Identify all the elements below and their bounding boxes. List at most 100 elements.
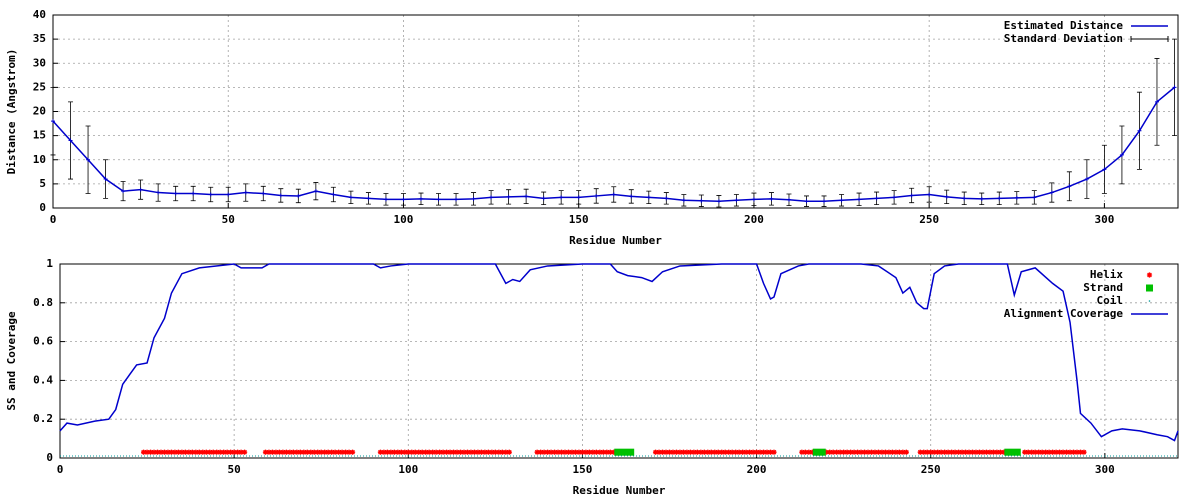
y-axis-label: Distance (Angstrom) bbox=[5, 49, 18, 175]
point-marker bbox=[611, 192, 616, 197]
point-marker bbox=[121, 189, 126, 194]
point-marker bbox=[86, 157, 91, 162]
point-marker bbox=[506, 194, 511, 199]
point-marker bbox=[296, 193, 301, 198]
point-marker bbox=[261, 191, 266, 196]
plot-frame bbox=[59, 263, 1179, 459]
x-tick-label: 200 bbox=[747, 463, 767, 476]
point-marker bbox=[734, 198, 739, 203]
y-tick-label: 25 bbox=[33, 80, 46, 93]
y-tick-label: 15 bbox=[33, 129, 46, 142]
point-marker bbox=[1172, 85, 1177, 90]
point-marker bbox=[646, 195, 651, 200]
point-marker bbox=[471, 196, 476, 201]
y-tick-label: 0 bbox=[46, 451, 53, 464]
point-marker bbox=[1119, 152, 1124, 157]
point-marker bbox=[857, 197, 862, 202]
point-marker bbox=[962, 196, 967, 201]
strand-segment bbox=[614, 448, 635, 456]
legend-swatch bbox=[1146, 284, 1153, 292]
point-marker bbox=[191, 191, 196, 196]
point-marker bbox=[138, 187, 143, 192]
point-marker bbox=[751, 197, 756, 202]
point-marker bbox=[681, 198, 686, 203]
point-marker bbox=[313, 189, 318, 194]
helix-segment bbox=[140, 449, 248, 455]
y-tick-label: 5 bbox=[39, 177, 46, 190]
legend-label: Helix bbox=[1090, 268, 1123, 281]
y-tick-label: 0.2 bbox=[33, 412, 53, 425]
point-marker bbox=[454, 197, 459, 202]
point-marker bbox=[1102, 167, 1107, 172]
point-marker bbox=[103, 177, 108, 182]
point-marker bbox=[874, 196, 879, 201]
x-axis-label: Residue Number bbox=[573, 484, 666, 497]
legend-label: Standard Deviation bbox=[1004, 32, 1123, 45]
point-marker bbox=[944, 194, 949, 199]
point-marker bbox=[804, 199, 809, 204]
helix-segment bbox=[652, 449, 777, 455]
point-marker bbox=[51, 119, 55, 124]
x-tick-label: 50 bbox=[222, 213, 235, 226]
point-marker bbox=[418, 196, 423, 201]
y-tick-label: 10 bbox=[33, 153, 46, 166]
x-tick-label: 250 bbox=[921, 463, 941, 476]
point-marker bbox=[839, 198, 844, 203]
strand-segment bbox=[1004, 448, 1021, 456]
point-marker bbox=[892, 195, 897, 200]
point-marker bbox=[331, 192, 336, 197]
x-tick-label: 50 bbox=[228, 463, 241, 476]
point-marker bbox=[226, 192, 231, 197]
point-marker bbox=[208, 192, 213, 197]
y-axis-label: SS and Coverage bbox=[5, 311, 18, 411]
point-marker bbox=[173, 191, 178, 196]
point-marker bbox=[979, 196, 984, 201]
point-marker bbox=[243, 190, 248, 195]
plot: 0 5 10 15 20 25 30 35 40 0 50 100 150 200 250 300 Residu… bbox=[5, 8, 1179, 247]
point-marker bbox=[559, 195, 564, 200]
point-marker bbox=[786, 197, 791, 202]
point-marker bbox=[1137, 128, 1142, 133]
legend-swatch bbox=[1146, 272, 1153, 278]
y-tick-label: 40 bbox=[33, 8, 46, 21]
point-marker bbox=[68, 138, 73, 143]
x-tick-label: 150 bbox=[569, 213, 589, 226]
point-marker bbox=[909, 193, 914, 198]
y-tick-label: 0 bbox=[39, 201, 46, 214]
strand-segment bbox=[812, 448, 826, 456]
point-marker bbox=[576, 195, 581, 200]
helix-segment bbox=[917, 449, 1007, 455]
point-marker bbox=[366, 196, 371, 201]
legend-label: Alignment Coverage bbox=[1004, 307, 1124, 320]
x-tick-label: 300 bbox=[1095, 463, 1115, 476]
legend-label: Coil bbox=[1097, 294, 1124, 307]
y-tick-label: 0.8 bbox=[33, 296, 53, 309]
x-tick-label: 0 bbox=[50, 213, 57, 226]
helix-segment bbox=[799, 449, 815, 455]
legend-swatch bbox=[1130, 36, 1169, 42]
point-marker bbox=[383, 197, 388, 202]
x-tick-label: 0 bbox=[57, 463, 64, 476]
point-marker bbox=[156, 190, 161, 195]
point-marker bbox=[997, 196, 1002, 201]
point-marker bbox=[541, 196, 546, 201]
x-tick-label: 300 bbox=[1094, 213, 1114, 226]
point-marker bbox=[629, 194, 634, 199]
series-line bbox=[59, 263, 1179, 442]
point-marker bbox=[1014, 195, 1019, 200]
y-tick-label: 30 bbox=[33, 56, 46, 69]
y-tick-label: 0.4 bbox=[33, 373, 53, 386]
x-tick-label: 100 bbox=[398, 463, 418, 476]
point-marker bbox=[489, 195, 494, 200]
y-tick-label: 35 bbox=[33, 32, 46, 45]
point-marker bbox=[664, 196, 669, 201]
point-marker bbox=[1067, 184, 1072, 189]
helix-segment bbox=[534, 449, 617, 455]
y-tick-label: 0.6 bbox=[33, 335, 53, 348]
helix-segment bbox=[1022, 449, 1087, 455]
legend-label: Strand bbox=[1083, 281, 1123, 294]
point-marker bbox=[1154, 99, 1159, 104]
y-tick-label: 20 bbox=[33, 105, 46, 118]
point-marker bbox=[1084, 177, 1089, 182]
